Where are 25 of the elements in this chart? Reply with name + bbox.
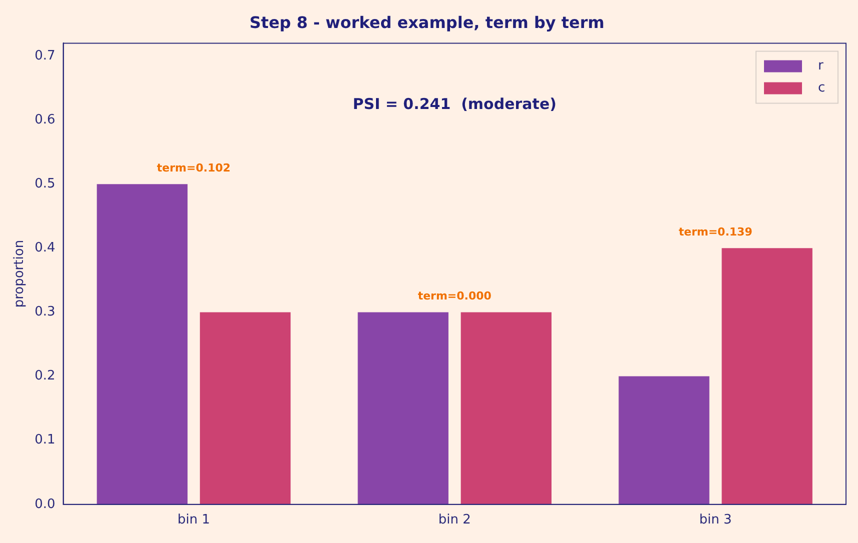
bar — [200, 312, 291, 504]
annotation: term=0.102 — [156, 161, 231, 174]
annotation: term=0.000 — [418, 290, 492, 303]
y-tick-label: 0.6 — [34, 112, 56, 128]
y-tick-label: 0.0 — [34, 496, 56, 512]
x-tick-label: bin 3 — [699, 512, 732, 528]
y-tick-label: 0.2 — [34, 368, 56, 384]
y-tick-label: 0.1 — [34, 432, 56, 448]
x-tick-label: bin 2 — [438, 512, 471, 528]
y-tick-label: 0.7 — [34, 48, 56, 64]
y-axis-title: proportion — [12, 240, 28, 308]
x-tick-label: bin 1 — [177, 512, 210, 528]
y-tick-label: 0.4 — [34, 240, 56, 256]
bar — [722, 248, 812, 504]
legend-label: c — [818, 80, 826, 96]
annotation: PSI = 0.241 (moderate) — [352, 94, 556, 113]
bar — [358, 312, 448, 504]
bar — [618, 376, 710, 504]
legend-label: r — [818, 58, 824, 74]
y-tick-label: 0.3 — [34, 304, 56, 320]
bar — [96, 184, 188, 504]
annotation: term=0.139 — [678, 226, 752, 239]
bar — [460, 312, 552, 504]
y-tick-label: 0.5 — [34, 176, 56, 192]
chart-title: Step 8 - worked example, term by term — [250, 12, 604, 32]
